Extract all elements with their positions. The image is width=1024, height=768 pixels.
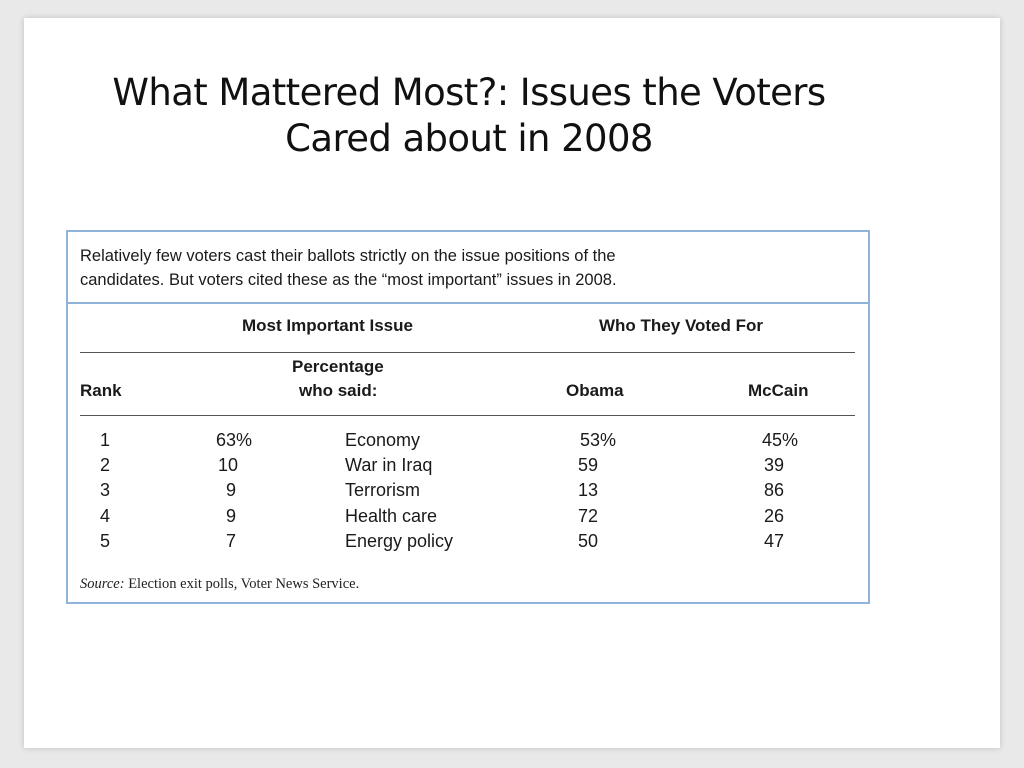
cell-rank: 4 [100, 506, 111, 526]
cell-obama: 50 [578, 531, 599, 551]
header-rule-bottom [80, 415, 855, 416]
cell-issue: Economy [345, 430, 421, 450]
cell-obama: 59 [578, 455, 599, 475]
header-percentage-line-1: Percentage [292, 357, 384, 376]
header-rule-top [80, 352, 855, 353]
cell-obama: 13 [578, 480, 599, 500]
cell-mccain: 47 [764, 531, 785, 551]
cell-rank: 1 [100, 430, 111, 450]
cell-mccain: 26 [764, 506, 785, 526]
slide: What Mattered Most?: Issues the Voters C… [24, 18, 1000, 748]
cell-mccain: 45% [762, 430, 799, 450]
cell-issue: Health care [345, 506, 438, 526]
cell-percentage: 10 [218, 455, 239, 475]
header-most-important-issue: Most Important Issue [242, 316, 413, 335]
slide-title: What Mattered Most?: Issues the Voters C… [64, 70, 874, 162]
cell-rank: 5 [100, 531, 111, 551]
cell-rank: 3 [100, 480, 111, 500]
cell-mccain: 86 [764, 480, 785, 500]
slide-title-line-2: Cared about in 2008 [285, 117, 653, 160]
issues-table: Relatively few voters cast their ballots… [66, 230, 870, 604]
cell-mccain: 39 [764, 455, 785, 475]
header-obama: Obama [566, 381, 624, 400]
slide-title-line-1: What Mattered Most?: Issues the Voters [112, 71, 826, 114]
cell-issue: Terrorism [345, 480, 420, 500]
cell-percentage: 9 [226, 506, 237, 526]
header-percentage-line-2: who said: [299, 381, 378, 400]
header-who-they-voted-for: Who They Voted For [599, 316, 764, 335]
cell-issue: War in Iraq [345, 455, 433, 475]
cell-issue: Energy policy [345, 531, 454, 551]
source-label: Source: [80, 576, 125, 592]
intro-line-2: candidates. But voters cited these as th… [80, 271, 617, 289]
cell-percentage: 9 [226, 480, 237, 500]
cell-obama: 53% [580, 430, 617, 450]
cell-percentage: 7 [226, 531, 237, 551]
cell-obama: 72 [578, 506, 599, 526]
cell-rank: 2 [100, 455, 111, 475]
intro-line-1: Relatively few voters cast their ballots… [80, 247, 616, 265]
table-intro-text: Relatively few voters cast their ballots… [80, 244, 860, 292]
cell-percentage: 63% [216, 430, 253, 450]
source-text: Election exit polls, Voter News Service. [128, 576, 360, 592]
table-intro: Relatively few voters cast their ballots… [68, 232, 868, 304]
source-note: Source: Election exit polls, Voter News … [80, 576, 359, 593]
header-mccain: McCain [748, 381, 809, 400]
header-rank: Rank [80, 381, 122, 400]
